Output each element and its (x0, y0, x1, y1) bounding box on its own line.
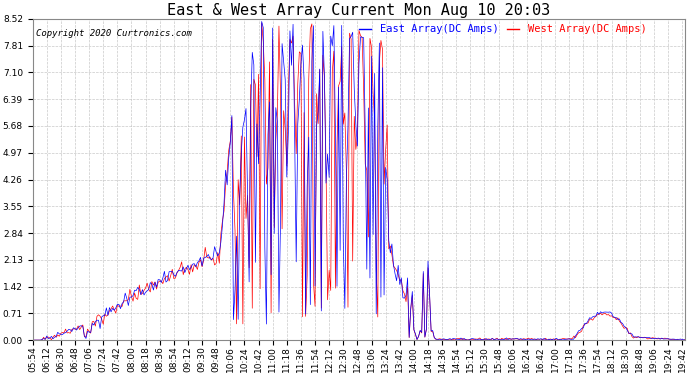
West Array(DC Amps) (612, 317, 620, 322)
Line: East Array(DC Amps): East Array(DC Amps) (32, 21, 685, 340)
West Array(DC Amps) (61, 327, 70, 332)
Text: Copyright 2020 Curtronics.com: Copyright 2020 Curtronics.com (36, 28, 192, 38)
East Array(DC Amps) (61, 330, 70, 335)
West Array(DC Amps) (93, 314, 101, 319)
East Array(DC Amps) (612, 315, 620, 320)
West Array(DC Amps) (28, 338, 37, 342)
Legend: East Array(DC Amps), West Array(DC Amps): East Array(DC Amps), West Array(DC Amps) (359, 24, 647, 34)
Title: East & West Array Current Mon Aug 10 20:03: East & West Array Current Mon Aug 10 20:… (168, 3, 551, 18)
West Array(DC Amps) (675, 338, 683, 342)
East Array(DC Amps) (28, 338, 37, 342)
East Array(DC Amps) (257, 19, 266, 24)
West Array(DC Amps) (681, 337, 689, 342)
Line: West Array(DC Amps): West Array(DC Amps) (32, 23, 685, 340)
West Array(DC Amps) (510, 337, 518, 341)
East Array(DC Amps) (93, 318, 101, 322)
East Array(DC Amps) (629, 334, 638, 339)
East Array(DC Amps) (510, 337, 518, 341)
East Array(DC Amps) (675, 337, 683, 342)
West Array(DC Amps) (257, 21, 266, 25)
West Array(DC Amps) (629, 336, 638, 340)
East Array(DC Amps) (681, 338, 689, 342)
